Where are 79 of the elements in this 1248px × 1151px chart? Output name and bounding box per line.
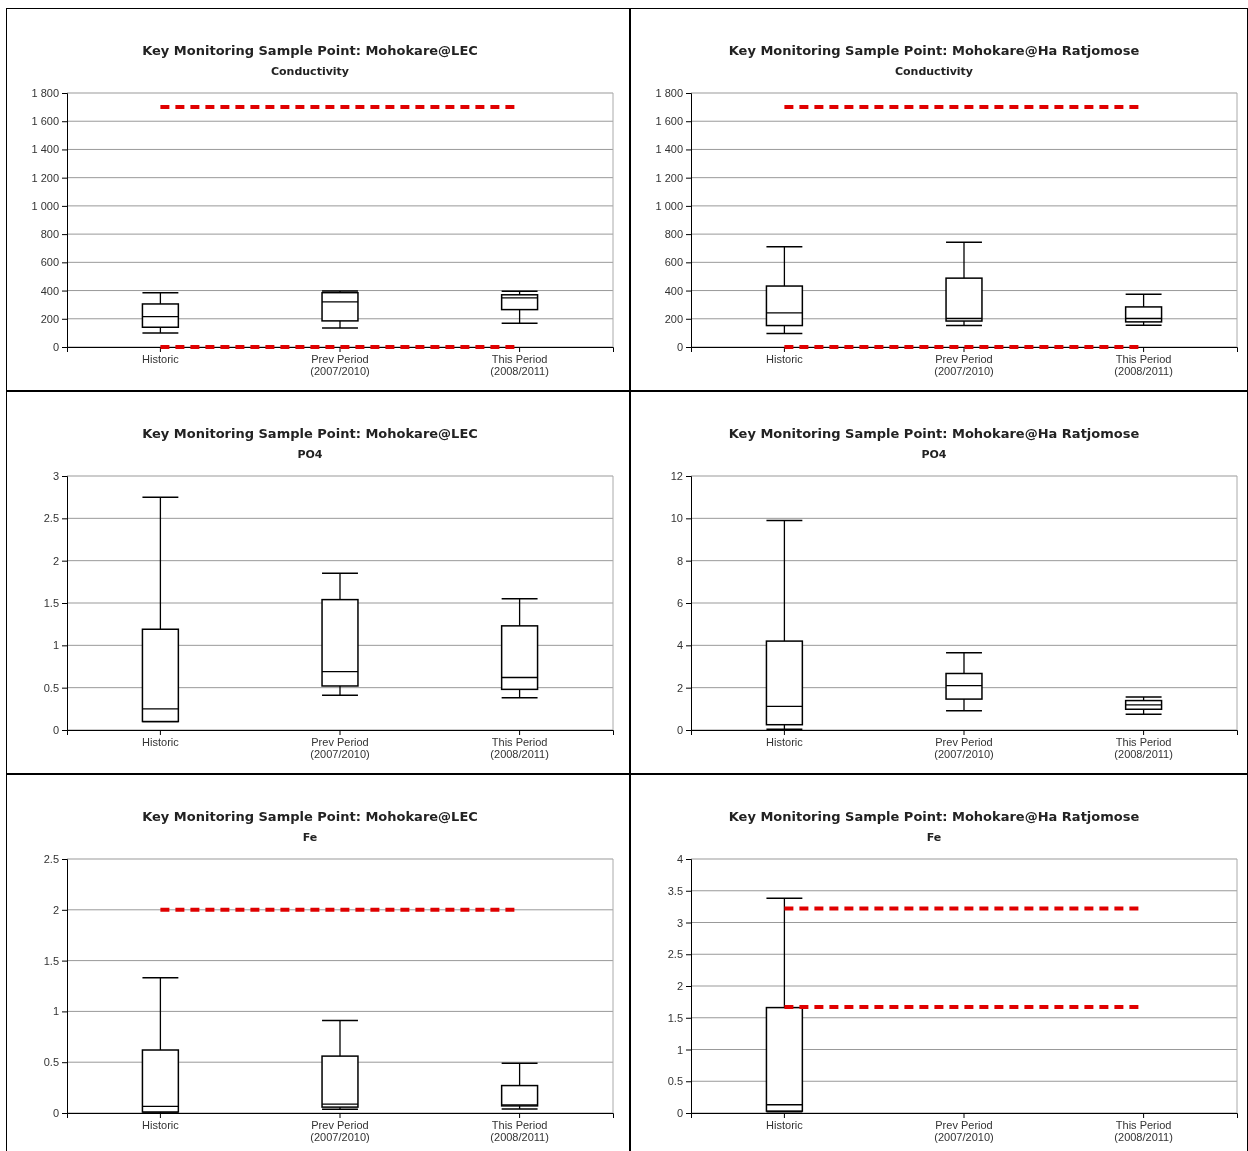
y-tick-label: 3: [676, 916, 683, 929]
y-tick-label: 12: [670, 470, 683, 483]
y-tick-label: 0: [52, 724, 59, 737]
x-tick-label: Historic: [142, 352, 180, 365]
chart-title: Key Monitoring Sample Point: Mohokare@LEC: [142, 43, 478, 58]
y-tick-label: 3: [52, 470, 59, 483]
y-tick-label: 2.5: [43, 853, 59, 866]
y-tick-label: 1: [52, 639, 59, 652]
y-tick-label: 1 200: [31, 171, 59, 184]
y-tick-label: 0.5: [43, 681, 59, 694]
chart-title: Key Monitoring Sample Point: Mohokare@Ha Ratjomose: [728, 43, 1140, 58]
x-tick-label: Prev Period (2007/2010): [934, 735, 994, 761]
chart-title: Key Monitoring Sample Point: Mohokare@LEC: [142, 809, 478, 824]
y-tick-label: 0: [676, 724, 683, 737]
chart-subtitle: Conductivity: [270, 65, 350, 78]
y-tick-label: 1 600: [655, 115, 683, 128]
y-tick-label: 200: [664, 312, 683, 325]
y-tick-label: 0.5: [667, 1075, 683, 1088]
x-tick-label: Prev Period (2007/2010): [310, 352, 370, 378]
y-tick-label: 800: [40, 228, 59, 241]
y-tick-label: 1: [52, 1005, 59, 1018]
x-tick-label: Historic: [766, 352, 804, 365]
x-tick-label: This Period (2008/2011): [1114, 1118, 1173, 1144]
chart-subtitle: PO4: [297, 448, 323, 461]
x-tick-label: This Period (2008/2011): [490, 1118, 549, 1144]
x-tick-label: Historic: [766, 1118, 804, 1131]
chart-subtitle: Fe: [926, 831, 942, 844]
y-tick-label: 400: [40, 284, 59, 297]
y-tick-label: 2.5: [667, 948, 683, 961]
y-tick-label: 2: [676, 681, 683, 694]
y-tick-label: 1 000: [655, 199, 683, 212]
y-tick-label: 3.5: [667, 884, 683, 897]
y-tick-label: 1.5: [43, 597, 59, 610]
y-tick-label: 2: [52, 903, 59, 916]
chart-title: Key Monitoring Sample Point: Mohokare@Ha Ratjomose: [728, 809, 1140, 824]
y-tick-label: 1 600: [31, 115, 59, 128]
y-tick-label: 1.5: [43, 954, 59, 967]
y-tick-label: 800: [664, 228, 683, 241]
y-tick-label: 0.5: [43, 1056, 59, 1069]
chart-title: Key Monitoring Sample Point: Mohokare@LEC: [142, 426, 478, 441]
x-tick-label: This Period (2008/2011): [490, 352, 549, 378]
y-tick-label: 1 200: [655, 171, 683, 184]
x-tick-label: Prev Period (2007/2010): [934, 352, 994, 378]
y-tick-label: 1: [676, 1043, 683, 1056]
y-tick-label: 1 800: [655, 87, 683, 100]
x-tick-label: Historic: [142, 1118, 180, 1131]
y-tick-label: 1.5: [667, 1011, 683, 1024]
y-tick-label: 1 400: [655, 143, 683, 156]
chart-subtitle: Fe: [302, 831, 318, 844]
y-tick-label: 600: [664, 256, 683, 269]
x-tick-label: Prev Period (2007/2010): [310, 735, 370, 761]
y-tick-label: 8: [676, 554, 683, 567]
y-tick-label: 1 000: [31, 199, 59, 212]
y-tick-label: 2: [52, 554, 59, 567]
y-tick-label: 0: [52, 341, 59, 354]
y-tick-label: 2.5: [43, 512, 59, 525]
y-tick-label: 0: [676, 1107, 683, 1120]
x-tick-label: This Period (2008/2011): [1114, 352, 1173, 378]
chart-title: Key Monitoring Sample Point: Mohokare@Ha Ratjomose: [728, 426, 1140, 441]
y-tick-label: 400: [664, 284, 683, 297]
y-tick-label: 4: [676, 639, 683, 652]
y-tick-label: 10: [670, 512, 683, 525]
y-tick-label: 0: [52, 1107, 59, 1120]
x-tick-label: Historic: [766, 735, 804, 748]
y-tick-label: 1 800: [31, 87, 59, 100]
y-tick-label: 1 400: [31, 143, 59, 156]
y-tick-label: 600: [40, 256, 59, 269]
chart-subtitle: PO4: [921, 448, 947, 461]
y-tick-label: 4: [676, 853, 683, 866]
x-tick-label: This Period (2008/2011): [490, 735, 549, 761]
y-tick-label: 0: [676, 341, 683, 354]
x-tick-label: This Period (2008/2011): [1114, 735, 1173, 761]
y-tick-label: 2: [676, 980, 683, 993]
chart-subtitle: Conductivity: [894, 65, 974, 78]
y-tick-label: 200: [40, 312, 59, 325]
y-tick-label: 6: [676, 597, 683, 610]
x-tick-label: Prev Period (2007/2010): [934, 1118, 994, 1144]
x-tick-label: Prev Period (2007/2010): [310, 1118, 370, 1144]
x-tick-label: Historic: [142, 735, 180, 748]
